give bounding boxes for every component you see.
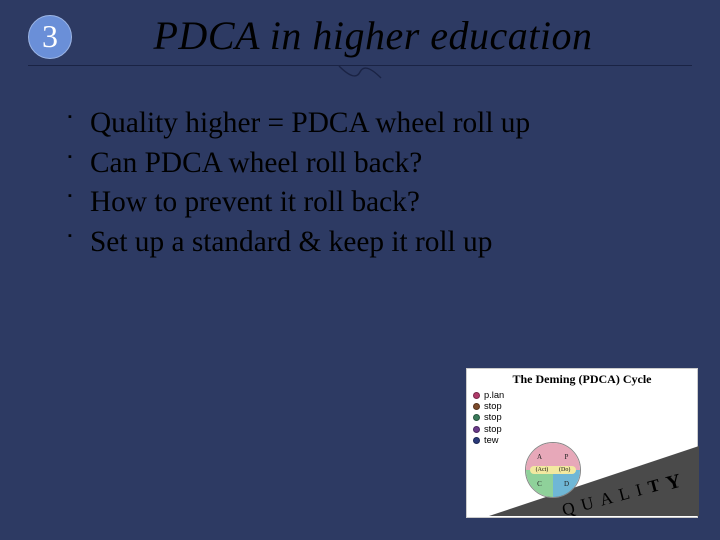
- wheel-center-right: (Do): [559, 467, 570, 473]
- wheel-quadrant-do: D: [553, 470, 580, 497]
- quality-letter: T: [646, 475, 663, 500]
- slide-title: PDCA in higher education: [94, 12, 692, 59]
- quality-letter: I: [634, 480, 646, 504]
- pdca-wheel: A P C D (Act) (Do): [525, 442, 581, 498]
- wheel-label: P: [565, 453, 569, 461]
- wheel-label: A: [537, 453, 542, 461]
- figure-title: The Deming (PDCA) Cycle: [467, 369, 697, 388]
- quality-letter: L: [617, 483, 633, 508]
- slide-header: 3 PDCA in higher education: [28, 12, 692, 59]
- quality-letter: U: [579, 493, 597, 518]
- deming-cycle-figure: The Deming (PDCA) Cycle p.lan stop stop …: [466, 368, 698, 518]
- list-item: Quality higher = PDCA wheel roll up: [68, 104, 692, 144]
- list-item: Set up a standard & keep it roll up: [68, 223, 692, 263]
- wheel-label: C: [537, 480, 542, 488]
- bullet-text: Set up a standard & keep it roll up: [90, 226, 492, 258]
- wheel-center-left: (Act): [536, 467, 549, 473]
- wheel-center-band: (Act) (Do): [530, 466, 575, 475]
- bullet-text: Quality higher = PDCA wheel roll up: [90, 107, 530, 139]
- list-item: How to prevent it roll back?: [68, 183, 692, 223]
- bullet-list: Quality higher = PDCA wheel roll up Can …: [68, 104, 692, 262]
- list-item: Can PDCA wheel roll back?: [68, 144, 692, 184]
- slide-number-badge: 3: [28, 15, 72, 59]
- bullet-text: How to prevent it roll back?: [90, 186, 420, 218]
- quality-letter: A: [598, 488, 616, 513]
- slide-content: Quality higher = PDCA wheel roll up Can …: [28, 104, 692, 262]
- wheel-quadrant-check: C: [526, 470, 553, 497]
- slide: 3 PDCA in higher education Quality highe…: [0, 0, 720, 540]
- title-flourish: [28, 64, 692, 82]
- wheel-label: D: [564, 480, 569, 488]
- figure-body: p.lan stop stop stop tew A P C D (Act) (…: [467, 388, 697, 517]
- slide-number: 3: [42, 18, 58, 55]
- bullet-text: Can PDCA wheel roll back?: [90, 147, 422, 179]
